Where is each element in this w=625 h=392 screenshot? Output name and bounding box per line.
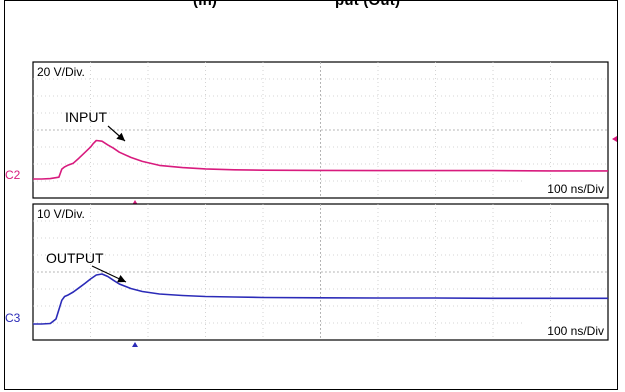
scale-label: 10 V/Div.: [37, 207, 85, 221]
channel-label: C3: [5, 311, 21, 325]
figure-frame: (In) put (Out): [4, 0, 618, 390]
level-marker: [612, 136, 617, 142]
time-label: 100 ns/Div: [547, 324, 604, 338]
trigger-marker: [132, 342, 138, 347]
annotation-label: INPUT: [65, 109, 107, 125]
time-label-bg: [524, 322, 606, 338]
waveform-trace: [33, 139, 608, 180]
annotation-arrowhead: [116, 132, 125, 141]
scope-panel-2: 10 V/Div. 100 ns/Div C3 OUTPUT: [5, 203, 609, 347]
scale-label: 20 V/Div.: [37, 65, 85, 79]
time-label-bg: [524, 180, 606, 196]
figure-header-fragment: (In) put (Out): [193, 0, 401, 9]
scope-panel-1: 20 V/Div. 100 ns/Div C2 INPUT: [5, 61, 617, 205]
waveform-trace: [33, 273, 608, 325]
time-label: 100 ns/Div: [547, 182, 604, 196]
channel-label: C2: [5, 168, 21, 182]
annotation-label: OUTPUT: [46, 250, 104, 266]
annotation-arrowhead: [117, 274, 126, 283]
